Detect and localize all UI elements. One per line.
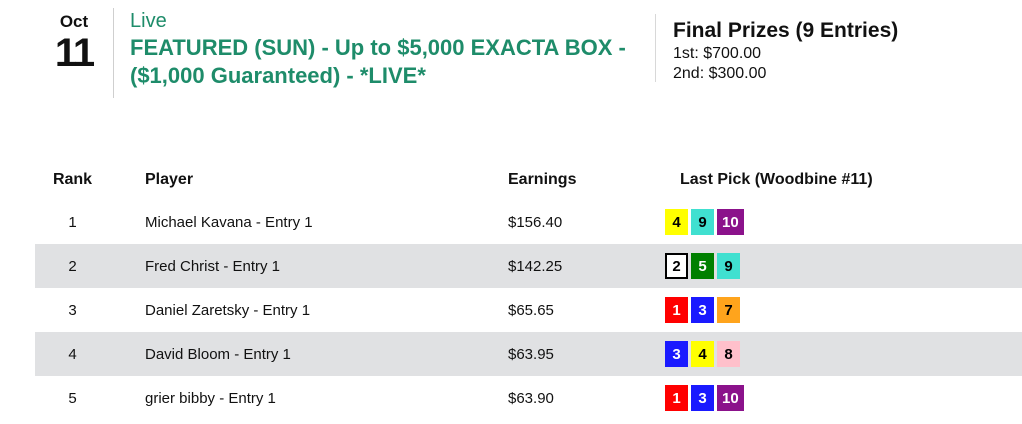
pick-badge: 1 bbox=[665, 297, 688, 323]
pick-badge: 2 bbox=[665, 253, 688, 279]
pick-badge: 1 bbox=[665, 385, 688, 411]
leaderboard-header-row: Rank Player Earnings Last Pick (Woodbine… bbox=[35, 160, 1022, 200]
player-cell: David Bloom - Entry 1 bbox=[145, 345, 291, 363]
player-cell: grier bibby - Entry 1 bbox=[145, 389, 276, 407]
rank-cell: 2 bbox=[68, 257, 77, 275]
pick-badge: 9 bbox=[691, 209, 714, 235]
earnings-column-header: Earnings bbox=[508, 171, 577, 188]
pick-badge: 3 bbox=[691, 297, 714, 323]
date-divider bbox=[113, 8, 114, 98]
rank-cell: 4 bbox=[68, 345, 77, 363]
rank-cell: 5 bbox=[68, 389, 77, 407]
pick-badge: 10 bbox=[717, 385, 744, 411]
earnings-cell: $63.90 bbox=[508, 389, 554, 407]
player-cell: Daniel Zaretsky - Entry 1 bbox=[145, 301, 311, 319]
second-prize-line: 2nd: $300.00 bbox=[673, 65, 767, 82]
pick-badge: 4 bbox=[665, 209, 688, 235]
date-day: 11 bbox=[54, 31, 95, 75]
live-status-label: Live bbox=[130, 10, 167, 32]
player-cell: Michael Kavana - Entry 1 bbox=[145, 213, 313, 231]
earnings-cell: $142.25 bbox=[508, 257, 563, 275]
pick-badge: 7 bbox=[717, 297, 740, 323]
pick-badge: 10 bbox=[717, 209, 744, 235]
last-pick-column-header: Last Pick (Woodbine #11) bbox=[680, 171, 873, 188]
pick-badge: 8 bbox=[717, 341, 740, 367]
rank-cell: 3 bbox=[68, 301, 77, 319]
earnings-cell: $63.95 bbox=[508, 345, 554, 363]
last-pick-cell: 1 3 10 bbox=[665, 376, 1022, 420]
pick-badge-group: 4 9 10 bbox=[665, 209, 1022, 235]
leaderboard-table: Rank Player Earnings Last Pick (Woodbine… bbox=[35, 160, 1022, 420]
event-title-link[interactable]: FEATURED (SUN) - Up to $5,000 EXACTA BOX… bbox=[130, 35, 626, 88]
final-prizes-block: Final Prizes (9 Entries) 1st: $700.00 2n… bbox=[656, 6, 898, 83]
pick-badge: 9 bbox=[717, 253, 740, 279]
rank-column-header: Rank bbox=[52, 171, 93, 188]
leaderboard-body: 1 Michael Kavana - Entry 1 $156.40 4 9 10 … bbox=[35, 200, 1022, 420]
pick-badge: 4 bbox=[691, 341, 714, 367]
event-title-block: Live FEATURED (SUN) - Up to $5,000 EXACT… bbox=[114, 6, 655, 90]
rank-cell: 1 bbox=[68, 213, 77, 231]
earnings-cell: $156.40 bbox=[508, 213, 563, 231]
leaderboard-row: 1 Michael Kavana - Entry 1 $156.40 4 9 10 bbox=[35, 200, 1022, 244]
player-cell: Fred Christ - Entry 1 bbox=[145, 257, 281, 275]
leaderboard-row: 5 grier bibby - Entry 1 $63.90 1 3 10 bbox=[35, 376, 1022, 420]
last-pick-cell: 4 9 10 bbox=[665, 200, 1022, 244]
date-badge: Oct 11 bbox=[35, 6, 113, 74]
date-month: Oct bbox=[59, 12, 89, 31]
earnings-cell: $65.65 bbox=[508, 301, 554, 319]
first-prize-line: 1st: $700.00 bbox=[673, 45, 762, 62]
pick-badge: 5 bbox=[691, 253, 714, 279]
final-prizes-title: Final Prizes (9 Entries) bbox=[673, 19, 899, 42]
prizes-divider bbox=[655, 14, 656, 82]
player-column-header: Player bbox=[145, 171, 194, 188]
pick-badge-group: 1 3 10 bbox=[665, 385, 1022, 411]
event-header: Oct 11 Live FEATURED (SUN) - Up to $5,00… bbox=[0, 0, 1022, 100]
pick-badge: 3 bbox=[691, 385, 714, 411]
pick-badge: 3 bbox=[665, 341, 688, 367]
